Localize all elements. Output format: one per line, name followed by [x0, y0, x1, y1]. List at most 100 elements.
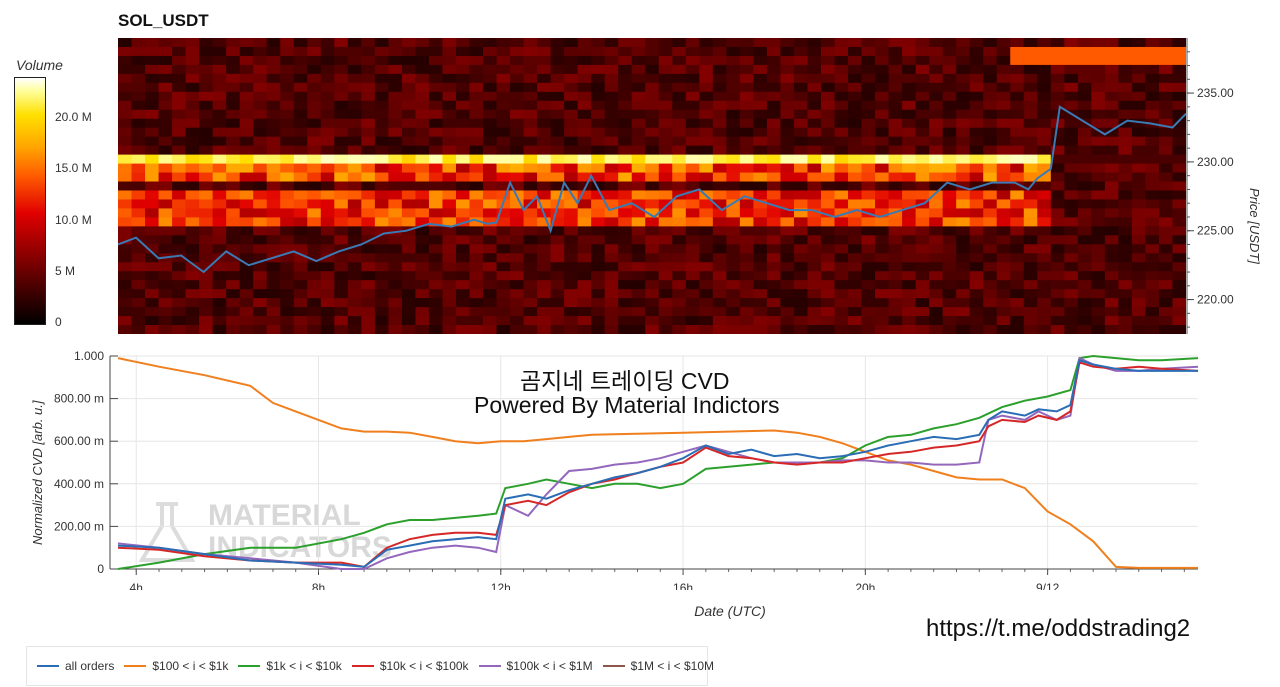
heatmap-plot[interactable] — [118, 38, 1186, 334]
heatmap-cell — [537, 199, 552, 210]
heatmap-cell — [942, 226, 957, 236]
heatmap-cell — [415, 289, 430, 299]
heatmap-cell — [888, 325, 903, 334]
heatmap-cell — [618, 91, 633, 102]
heatmap-cell — [969, 64, 984, 75]
heatmap-cell — [469, 73, 484, 84]
heatmap-cell — [212, 226, 227, 236]
heatmap-cell — [537, 253, 552, 263]
heatmap-cell — [712, 226, 727, 236]
heatmap-cell — [1091, 163, 1106, 174]
heatmap-cell — [1104, 325, 1120, 334]
heatmap-cell — [861, 55, 876, 66]
heatmap-cell — [658, 199, 673, 210]
heatmap-cell — [780, 64, 795, 75]
heatmap-cell — [401, 55, 417, 66]
legend-item[interactable]: $1k < i < $10k — [238, 659, 342, 673]
heatmap-cell — [915, 64, 930, 75]
heatmap-cell — [969, 100, 984, 111]
heatmap-cell — [145, 181, 160, 192]
heatmap-cell — [158, 262, 173, 272]
heatmap-cell — [361, 109, 376, 120]
legend-item[interactable]: all orders — [37, 659, 114, 673]
heatmap-cell — [996, 289, 1011, 299]
heatmap-cell — [753, 91, 768, 102]
heatmap-cell — [577, 199, 592, 210]
heatmap-cell — [239, 46, 254, 57]
heatmap-cell — [739, 82, 754, 93]
heatmap-cell — [442, 55, 457, 66]
heatmap-cell — [1091, 190, 1106, 201]
legend-item[interactable]: $100 < i < $1k — [124, 659, 228, 673]
heatmap-cell — [1145, 217, 1160, 227]
heatmap-cell — [118, 46, 133, 57]
heatmap-cell — [131, 316, 146, 326]
heatmap-cell — [1091, 226, 1106, 236]
legend-item[interactable]: $100k < i < $1M — [478, 659, 593, 673]
heatmap-cell — [388, 199, 403, 210]
heatmap-cell — [1037, 253, 1052, 263]
heatmap-cell — [888, 145, 903, 156]
heatmap-cell — [766, 190, 782, 201]
heatmap-cell — [739, 38, 754, 48]
heatmap-cell — [226, 271, 241, 281]
heatmap-cell — [645, 118, 660, 129]
heatmap-cell — [361, 38, 376, 48]
heatmap-cell — [1118, 118, 1133, 129]
heatmap-cell — [1077, 145, 1092, 156]
heatmap-cell — [1037, 136, 1052, 147]
heatmap-cell — [848, 118, 863, 129]
heatmap-cell — [591, 190, 606, 201]
heatmap-cell — [131, 289, 146, 299]
heatmap-cell — [320, 280, 335, 290]
heatmap-cell — [118, 190, 133, 201]
heatmap-cell — [929, 271, 944, 281]
heatmap-cell — [807, 280, 822, 290]
cvd-series-line — [117, 356, 1199, 570]
heatmap-cell — [172, 262, 187, 272]
heatmap-cell — [212, 199, 227, 210]
heatmap-cell — [766, 226, 782, 236]
heatmap-cell — [266, 289, 281, 299]
heatmap-cell — [1104, 217, 1120, 227]
heatmap-cell — [172, 181, 187, 192]
heatmap-cell — [239, 217, 254, 227]
heatmap-cell — [239, 244, 254, 254]
heatmap-cell — [1158, 127, 1174, 138]
heatmap-cell — [834, 82, 849, 93]
legend-item[interactable]: $10k < i < $100k — [351, 659, 469, 673]
heatmap-cell — [861, 172, 876, 183]
heatmap-cell — [415, 199, 430, 210]
heatmap-cell — [983, 109, 998, 120]
heatmap-cell — [1050, 271, 1065, 281]
cvd-x-tick-label: 8h — [312, 581, 325, 590]
heatmap-cell — [915, 38, 930, 48]
heatmap-cell — [307, 325, 322, 334]
heatmap-cell — [766, 64, 782, 75]
heatmap-cell — [780, 280, 795, 290]
heatmap-cell — [942, 280, 957, 290]
heatmap-cell — [902, 181, 917, 192]
heatmap-cell — [537, 262, 552, 272]
heatmap-cell — [685, 325, 700, 334]
telegram-link[interactable]: https://t.me/oddstrading2 — [926, 615, 1191, 642]
heatmap-cell — [388, 208, 403, 218]
heatmap-cell — [591, 154, 606, 165]
heatmap-cell — [685, 46, 700, 57]
heatmap-cell — [199, 217, 214, 227]
heatmap-cell — [266, 262, 281, 272]
heatmap-cell — [1172, 100, 1186, 111]
heatmap-cell — [618, 244, 633, 254]
heatmap-cell — [442, 316, 457, 326]
heatmap-cell — [902, 154, 917, 165]
heatmap-cell — [226, 253, 241, 263]
heatmap-cell — [766, 154, 782, 165]
legend-item[interactable]: $1M < i < $10M — [602, 659, 714, 673]
heatmap-cell — [253, 235, 268, 245]
heatmap-cell — [699, 100, 714, 111]
heatmap-cell — [618, 298, 633, 308]
heatmap-cell — [888, 298, 903, 308]
heatmap-cell — [969, 280, 984, 290]
heatmap-cell — [361, 136, 376, 147]
